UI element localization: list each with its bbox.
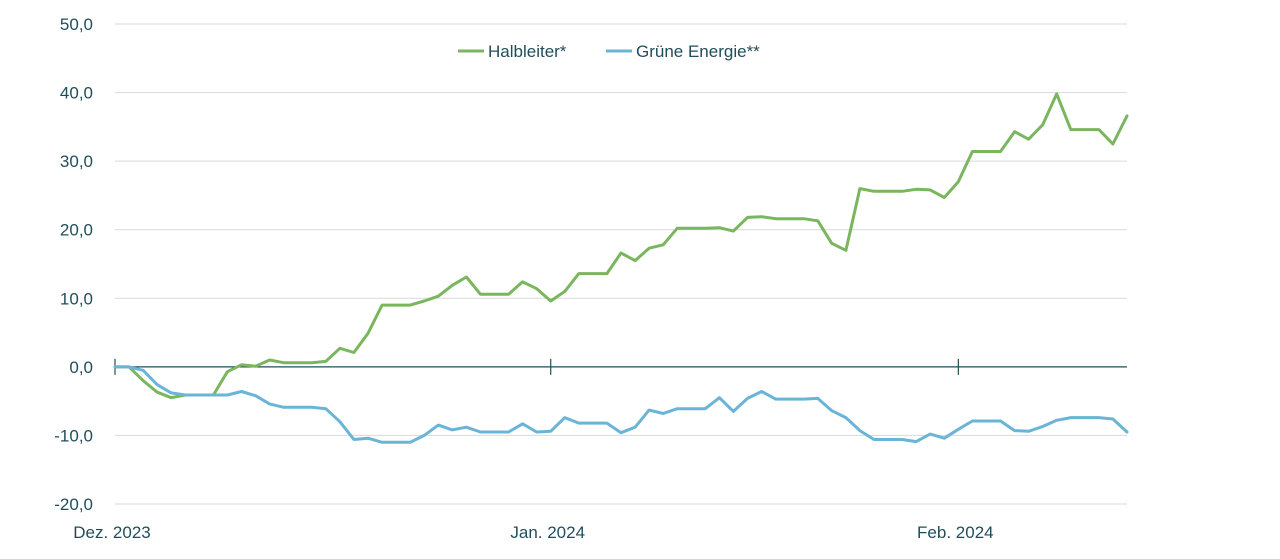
series-line-gruene-energie bbox=[113, 365, 1129, 444]
y-tick-label: 10,0 bbox=[60, 289, 93, 308]
legend-label: Halbleiter* bbox=[488, 42, 567, 61]
legend: Halbleiter* Grüne Energie** bbox=[458, 42, 760, 61]
y-tick-label: 20,0 bbox=[60, 221, 93, 240]
y-tick-label: 40,0 bbox=[60, 84, 93, 103]
x-axis: Dez. 2023 Jan. 2024 Feb. 2024 bbox=[73, 358, 1127, 542]
y-axis-tick-labels: 50,0 40,0 30,0 20,0 10,0 0,0 -10,0 -20,0 bbox=[54, 15, 93, 514]
y-tick-label: 30,0 bbox=[60, 152, 93, 171]
y-tick-label: 0,0 bbox=[69, 358, 93, 377]
x-tick-label: Jan. 2024 bbox=[510, 523, 585, 542]
y-tick-label: 50,0 bbox=[60, 15, 93, 34]
y-tick-label: -10,0 bbox=[54, 426, 93, 445]
series-lines bbox=[113, 92, 1129, 444]
series-line-halbleiter bbox=[113, 92, 1129, 400]
y-tick-label: -20,0 bbox=[54, 495, 93, 514]
legend-label: Grüne Energie** bbox=[636, 42, 760, 61]
gridlines bbox=[115, 23, 1127, 505]
x-tick-label: Feb. 2024 bbox=[917, 523, 994, 542]
x-tick-label: Dez. 2023 bbox=[73, 523, 151, 542]
